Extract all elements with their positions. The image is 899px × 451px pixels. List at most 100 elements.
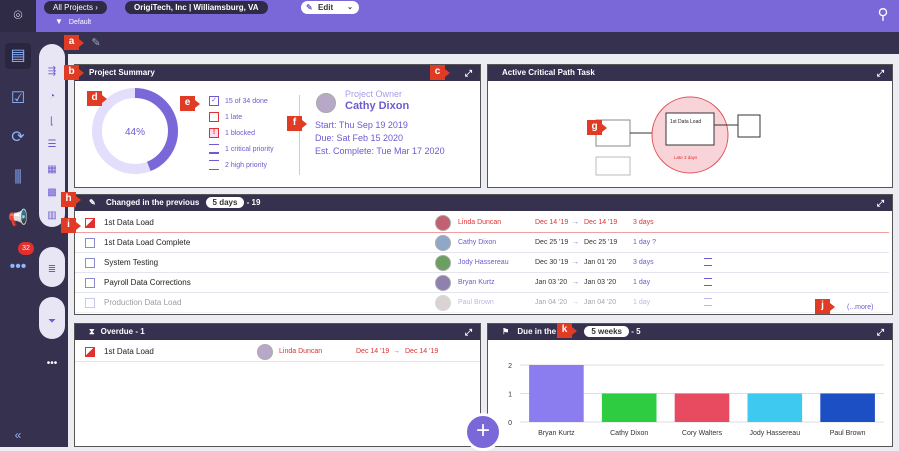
critical-path-diagram[interactable]: 1st Data Load Late 3 days — [588, 85, 788, 185]
x-tick-label: Cathy Dixon — [610, 430, 648, 437]
end-date: Dec 14 '19 — [584, 219, 618, 226]
expand-icon[interactable]: ⤢ — [464, 327, 472, 337]
task-checkbox[interactable] — [85, 298, 95, 308]
dashboard-icon[interactable]: ▤ — [5, 43, 31, 69]
marker-f: f — [287, 116, 307, 131]
marker-e: e — [180, 96, 200, 111]
view-group — [39, 44, 65, 227]
start-date: Jan 04 '20 — [535, 299, 568, 306]
progress-donut: 44% — [92, 88, 178, 174]
hourglass-icon: ⧗ — [89, 327, 95, 336]
due-period-selector[interactable]: 5 weeks — [584, 326, 630, 337]
project-summary-title: Project Summary — [89, 68, 155, 77]
table-row[interactable]: Production Data Load Paul Brown Jan 04 '20… — [75, 293, 889, 313]
stat-late[interactable]: 1 late — [209, 112, 242, 124]
predecessor-node-2 — [595, 156, 631, 176]
add-button[interactable]: + — [464, 413, 502, 451]
period-selector[interactable]: 5 days — [205, 197, 245, 208]
arrow-right-icon: → — [572, 299, 579, 306]
check-icon: ✓ — [209, 96, 219, 107]
expand-icon[interactable]: ⤢ — [464, 68, 472, 78]
y-tick-label: 2 — [508, 363, 512, 370]
cycle-icon[interactable]: ⟳ — [11, 129, 25, 146]
project-summary-header: Project Summary ⤢ — [75, 65, 480, 81]
board-icon[interactable]: ▥ — [47, 210, 57, 221]
stat-high[interactable]: 2 high priority — [209, 160, 267, 172]
library-icon[interactable]: ⫼ — [14, 169, 22, 186]
marker-h: h — [61, 192, 81, 207]
task-checkbox[interactable] — [85, 347, 95, 357]
priority-icon — [704, 278, 712, 286]
all-projects-breadcrumb[interactable]: All Projects › — [44, 1, 107, 14]
filter-default[interactable]: ▼ Default — [55, 17, 91, 26]
table-row[interactable]: 1st Data Load Complete Cathy Dixon Dec 25 … — [75, 233, 889, 253]
due-title: Due in the — [517, 327, 557, 336]
search-icon[interactable]: ⚲ — [877, 6, 889, 23]
avatar — [435, 235, 451, 251]
calendar-icon[interactable]: ▦ — [47, 164, 57, 175]
avatar — [435, 255, 451, 271]
stat-done[interactable]: ✓ 15 of 34 done — [209, 96, 268, 108]
gantt-icon[interactable]: ⇶ — [47, 66, 57, 77]
task-name: 1st Data Load — [104, 347, 154, 356]
due-date: Due: Sat Feb 15 2020 — [315, 133, 404, 143]
grid-icon[interactable]: ▩ — [47, 187, 57, 198]
list-icon[interactable]: ☰ — [47, 139, 57, 150]
expand-icon[interactable]: ⤢ — [876, 68, 884, 78]
bar[interactable] — [529, 365, 584, 422]
line-chart-icon[interactable]: ⌊ — [50, 116, 54, 127]
focus-task-node — [665, 112, 715, 146]
bar[interactable] — [674, 393, 730, 423]
end-date: Dec 25 '19 — [584, 239, 618, 246]
task-checkbox[interactable] — [85, 258, 95, 268]
y-tick-label: 0 — [508, 420, 512, 427]
edit-dropdown[interactable]: ✎ Edit ⌄ — [301, 1, 359, 14]
marker-k: k — [557, 323, 577, 338]
checkbox-icon[interactable]: ☑ — [10, 90, 26, 107]
task-checkbox[interactable] — [85, 238, 95, 248]
stat-critical[interactable]: 1 critical priority — [209, 144, 274, 156]
view-switcher: ⇶ ◔ ⌊ ☰ ▦ ▩ ▥ ≣ ⏷ ••• — [36, 32, 68, 447]
est-complete-date: Est. Complete: Tue Mar 17 2020 — [315, 146, 445, 156]
overdue-row[interactable]: 1st Data Load Linda Duncan Dec 14 '19 → … — [75, 342, 480, 362]
megaphone-icon[interactable]: 📢 — [8, 210, 28, 227]
arrow-right-icon: → — [572, 279, 579, 286]
table-row[interactable]: 1st Data Load Linda Duncan Dec 14 '19 → Dec … — [75, 213, 889, 233]
stat-blocked[interactable]: ! 1 blocked — [209, 128, 255, 140]
late-label: Late 3 days — [674, 155, 698, 160]
more-link[interactable]: (...more) — [847, 304, 874, 311]
collapse-icon[interactable]: « — [14, 428, 22, 442]
expand-icon[interactable]: ⤢ — [876, 327, 884, 337]
assignee: Linda Duncan — [458, 219, 502, 226]
marker-b: b — [64, 65, 84, 80]
more-views-icon[interactable]: ••• — [46, 358, 58, 369]
task-checkbox[interactable] — [85, 218, 95, 228]
bar[interactable] — [820, 393, 875, 423]
task-checkbox[interactable] — [85, 278, 95, 288]
changed-panel: ✎ Changed in the previous 5 days - 19 ⤢ … — [74, 194, 893, 315]
table-row[interactable]: Payroll Data Corrections Bryan Kurtz Jan 0… — [75, 273, 889, 293]
changed-count: - 19 — [246, 198, 261, 207]
edit-dashboard-icon[interactable]: ✎ — [91, 37, 101, 49]
funnel-icon[interactable]: ⏷ — [48, 316, 56, 327]
project-selector[interactable]: OrigiTech, Inc | Williamsburg, VA — [125, 1, 268, 14]
outline-icon[interactable]: ≣ — [47, 264, 57, 275]
table-row[interactable]: System Testing Jody Hassereau Dec 30 '19 → J… — [75, 253, 889, 273]
stat-done-text: 15 of 34 done — [225, 98, 268, 105]
end-date: Jan 03 '20 — [584, 279, 617, 286]
start-date: Dec 25 '19 — [535, 239, 569, 246]
owner-name[interactable]: Cathy Dixon — [345, 100, 410, 112]
critical-priority-icon — [209, 144, 219, 155]
marker-c: c — [430, 65, 450, 80]
bar[interactable] — [601, 393, 657, 423]
bar[interactable] — [747, 393, 803, 423]
expand-icon[interactable]: ⤢ — [876, 198, 884, 208]
binoculars-logo-icon[interactable]: ⌾ — [0, 0, 36, 32]
late-icon — [209, 112, 219, 123]
avatar — [435, 295, 451, 311]
successor-node — [737, 114, 761, 138]
changed-header: ✎ Changed in the previous 5 days - 19 ⤢ — [75, 195, 892, 211]
more-icon[interactable]: ••• — [9, 258, 27, 275]
start-date: Dec 14 '19 — [535, 219, 569, 226]
pie-icon[interactable]: ◔ — [48, 91, 56, 102]
